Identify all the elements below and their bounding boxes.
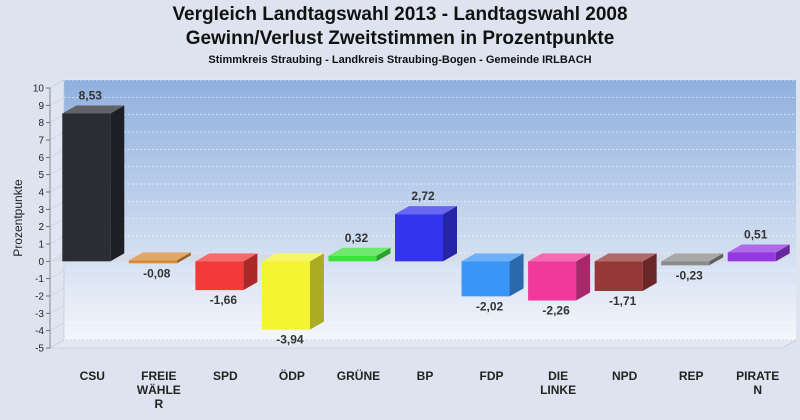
bar-fdp bbox=[461, 253, 524, 297]
category-label-line: R bbox=[154, 397, 163, 411]
value-label: -1,66 bbox=[210, 293, 238, 307]
gridline-wall bbox=[49, 166, 65, 175]
category-label-line: GRÜNE bbox=[337, 368, 380, 383]
category-label-line: LINKE bbox=[540, 383, 576, 397]
y-tick-label: 2 bbox=[38, 222, 44, 233]
gridline-wall bbox=[49, 339, 65, 349]
category-label: DIE LINKE bbox=[540, 369, 576, 397]
chart-title: Vergleich Landtagswahl 2013 - Landtagswa… bbox=[172, 4, 628, 25]
y-tick-label: 9 bbox=[38, 101, 44, 112]
chart-caption: Stimmkreis Straubing - Landkreis Straubi… bbox=[208, 54, 592, 66]
category-label-line: FDP bbox=[480, 369, 504, 383]
gridline-wall bbox=[49, 287, 65, 297]
gridline-wall bbox=[49, 149, 65, 158]
y-tick-label: 8 bbox=[38, 118, 44, 129]
category-label: FDP bbox=[480, 369, 504, 383]
gridline-wall bbox=[49, 183, 65, 193]
category-label-line: NPD bbox=[612, 369, 638, 383]
category-label: SPD bbox=[213, 369, 238, 383]
bar-freiewähler bbox=[128, 252, 191, 264]
gridline-wall bbox=[49, 235, 65, 245]
bar-grüne bbox=[328, 247, 391, 262]
bar-rep bbox=[661, 253, 724, 266]
gridline-wall bbox=[49, 201, 65, 210]
y-tick-label: 0 bbox=[38, 257, 44, 268]
y-tick-label: 10 bbox=[33, 84, 45, 95]
y-tick-label: 6 bbox=[38, 153, 44, 164]
gridline-wall bbox=[49, 79, 65, 89]
y-tick-label: -5 bbox=[35, 344, 44, 355]
bar-dielinke bbox=[528, 253, 591, 301]
bar-piraten bbox=[727, 244, 790, 262]
category-label: NPD bbox=[612, 369, 638, 383]
category-label-line: CSU bbox=[80, 369, 105, 383]
value-label: 0,51 bbox=[744, 227, 768, 241]
value-label: -0,23 bbox=[676, 268, 704, 282]
bar-ödp bbox=[261, 253, 324, 330]
y-axis-label: Prozentpunkte bbox=[11, 179, 25, 257]
category-label-line: BP bbox=[417, 369, 434, 383]
gridline-wall bbox=[49, 97, 65, 106]
category-label: CSU bbox=[80, 369, 105, 383]
bar-npd bbox=[594, 253, 657, 291]
category-label-line: SPD bbox=[213, 369, 238, 383]
value-label: 0,32 bbox=[345, 231, 369, 245]
category-label-line: WÄHLE bbox=[137, 382, 181, 397]
y-tick-label: -3 bbox=[35, 309, 44, 320]
gridline-wall bbox=[49, 131, 65, 141]
gridline-wall bbox=[49, 305, 65, 314]
category-label-line: REP bbox=[679, 369, 704, 383]
category-label: ÖDP bbox=[279, 368, 305, 383]
chart-subtitle: Gewinn/Verlust Zweitstimmen in Prozentpu… bbox=[185, 28, 615, 49]
y-tick-label: 3 bbox=[38, 205, 44, 216]
value-label: -2,02 bbox=[476, 299, 504, 313]
value-label: 2,72 bbox=[411, 189, 435, 203]
value-label: -2,26 bbox=[542, 304, 570, 318]
category-label: BP bbox=[417, 369, 434, 383]
category-label: FREIE WÄHLE R bbox=[137, 369, 181, 411]
category-label: GRÜNE bbox=[337, 368, 380, 383]
category-label: PIRATE N bbox=[736, 369, 779, 397]
y-tick-label: -1 bbox=[35, 274, 44, 285]
y-tick-label: 1 bbox=[38, 240, 44, 251]
value-label: -1,71 bbox=[609, 294, 637, 308]
gridline-wall bbox=[49, 218, 65, 227]
value-label: 8,53 bbox=[79, 88, 103, 102]
floor bbox=[48, 339, 798, 349]
category-label-line: ÖDP bbox=[279, 368, 305, 383]
value-label: -0,08 bbox=[143, 266, 171, 280]
category-label: REP bbox=[679, 369, 704, 383]
gridline-wall bbox=[49, 114, 65, 123]
value-label: -3,94 bbox=[276, 333, 304, 347]
category-label-line: PIRATE bbox=[736, 369, 779, 383]
category-label-line: FREIE bbox=[141, 369, 176, 383]
gridline-wall bbox=[49, 270, 65, 279]
bar-bp bbox=[395, 206, 457, 262]
gridline-wall bbox=[49, 322, 65, 331]
y-tick-label: 5 bbox=[38, 170, 44, 181]
left-wall bbox=[49, 79, 65, 349]
category-label-line: DIE bbox=[548, 369, 568, 383]
y-tick-label: 7 bbox=[38, 136, 44, 147]
y-tick-label: -2 bbox=[35, 292, 44, 303]
bar-spd bbox=[195, 253, 258, 291]
y-tick-label: -4 bbox=[35, 326, 44, 337]
y-tick-label: 4 bbox=[38, 188, 44, 199]
category-label-line: N bbox=[753, 383, 762, 397]
bar-csu bbox=[62, 105, 125, 262]
